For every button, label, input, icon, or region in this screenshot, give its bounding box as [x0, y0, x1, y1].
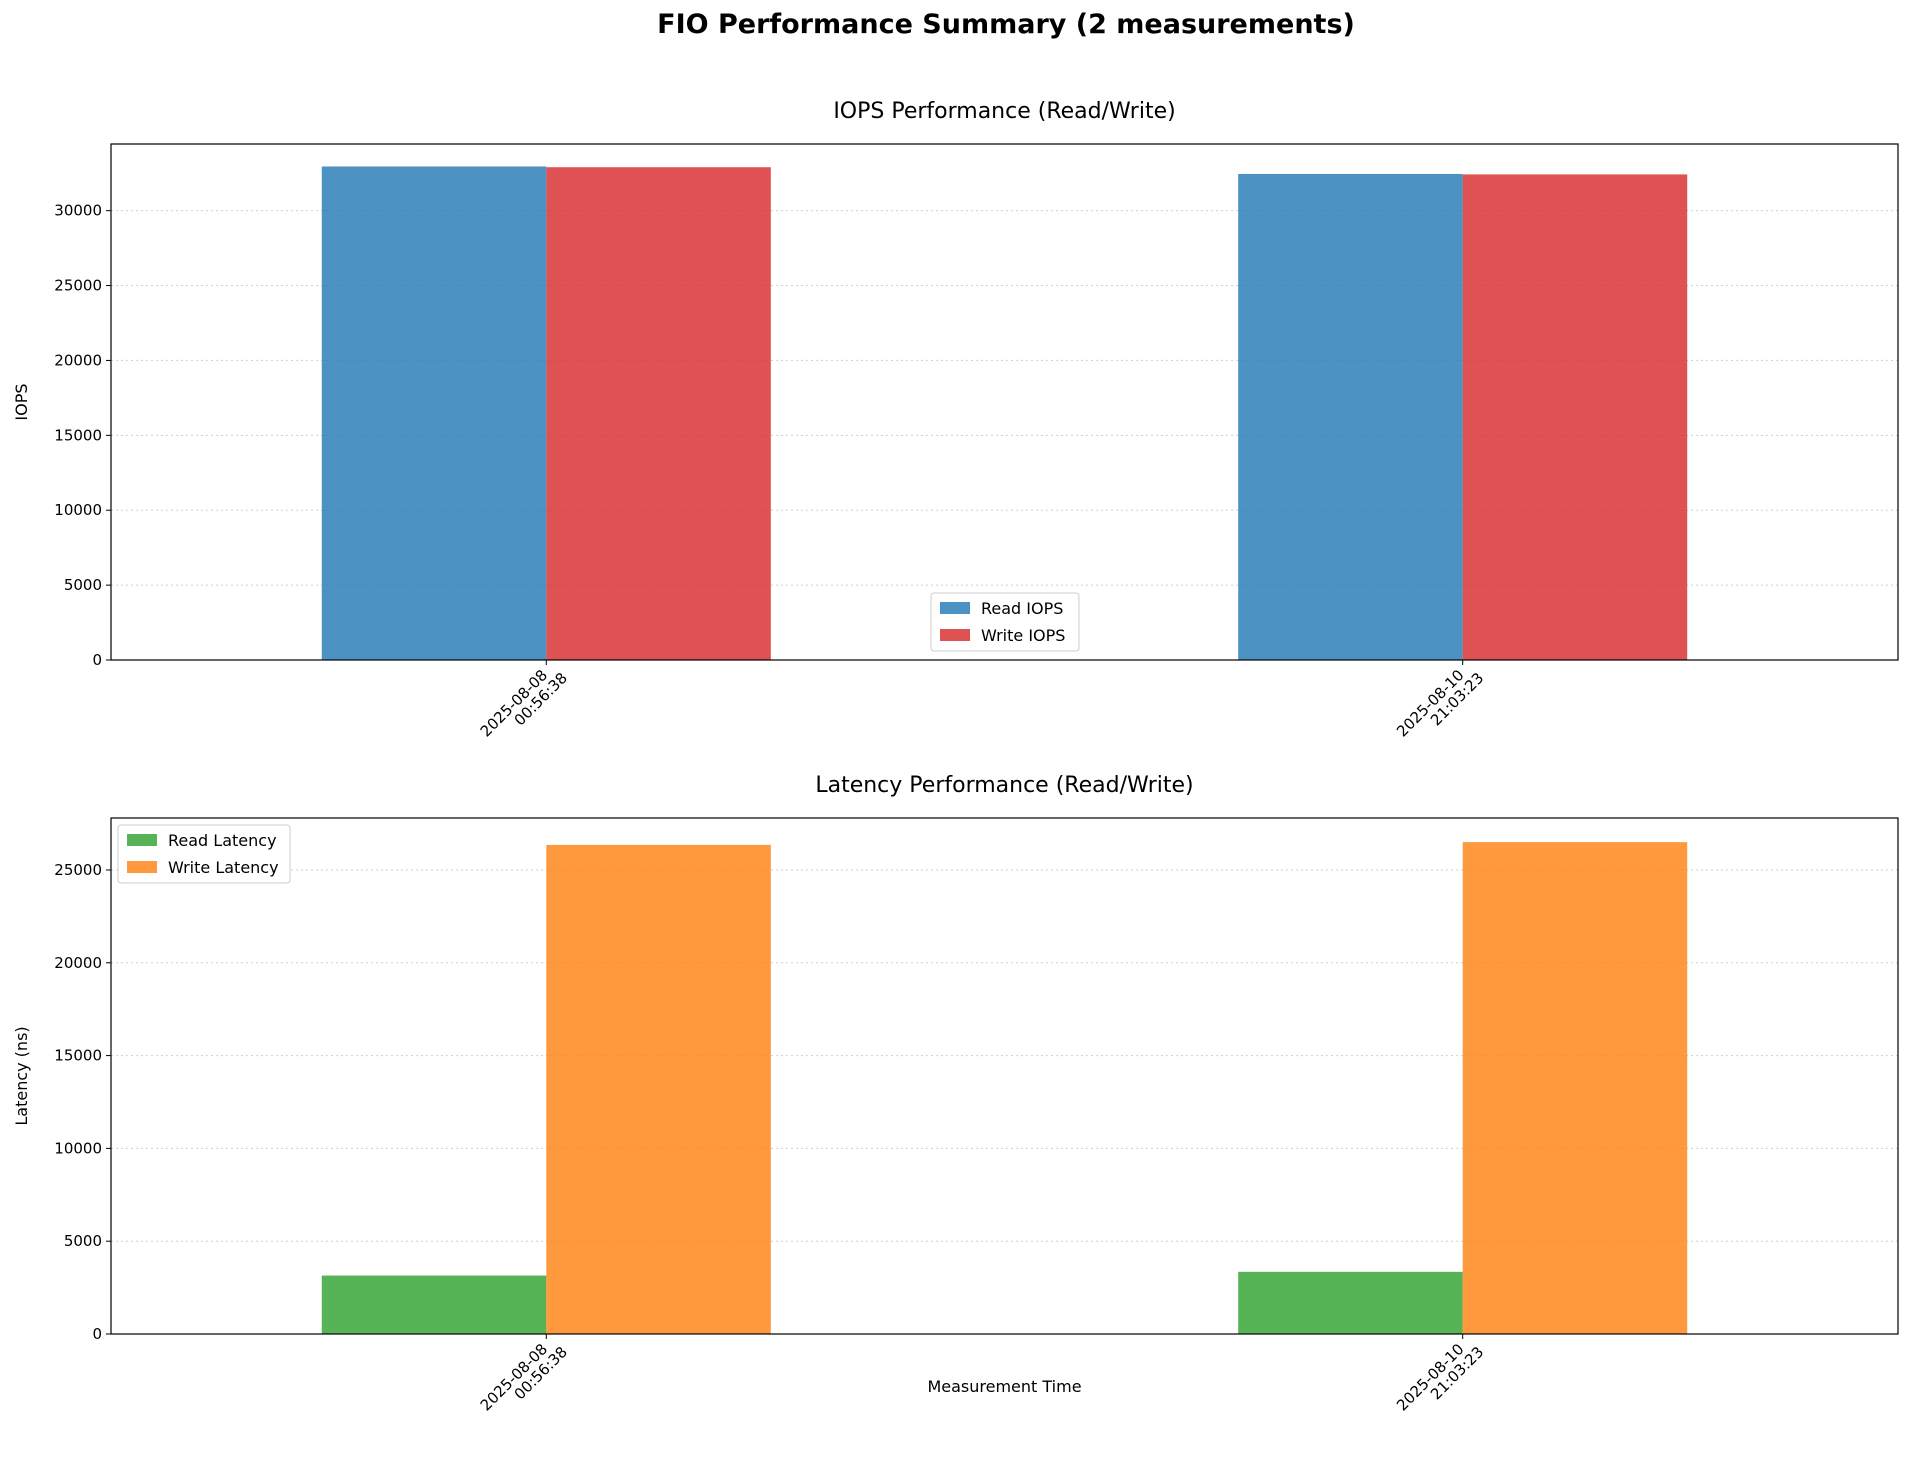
- bar-write-iops: [1462, 174, 1688, 660]
- bar-read-latency: [321, 1275, 547, 1334]
- legend-swatch: [127, 834, 157, 846]
- x-tick-label: 2025-08-0800:56:38: [477, 1332, 571, 1426]
- legend-label: Write Latency: [168, 858, 279, 877]
- y-tick-label: 15000: [54, 1047, 102, 1065]
- legend: Read Latency Write Latency: [117, 824, 291, 884]
- x-axis-label: Measurement Time: [927, 1377, 1081, 1396]
- bar-read-iops: [321, 166, 547, 660]
- y-tick-label: 0: [92, 651, 102, 669]
- x-tick-label: 2025-08-1021:03:23: [1393, 658, 1487, 752]
- legend-label: Write IOPS: [981, 626, 1065, 645]
- y-tick-label: 25000: [54, 277, 102, 295]
- legend-label: Read IOPS: [981, 599, 1063, 618]
- legend-box: [117, 824, 291, 884]
- legend-swatch: [940, 629, 970, 641]
- figure-title: FIO Performance Summary (2 measurements): [657, 9, 1355, 40]
- y-tick-label: 15000: [54, 426, 102, 444]
- bar-read-iops: [1238, 173, 1463, 660]
- y-tick-label: 10000: [54, 501, 102, 519]
- plot-frame: [110, 143, 1899, 661]
- bar-write-iops: [546, 167, 771, 661]
- y-tick-label: 5000: [64, 576, 102, 594]
- y-tick-label: 25000: [54, 861, 102, 879]
- latency-panel: Latency Performance (Read/Write) 0 5000 100…: [12, 773, 1899, 1426]
- legend-swatch: [940, 602, 970, 614]
- y-tick-label: 10000: [54, 1139, 102, 1157]
- legend-swatch: [127, 861, 157, 873]
- y-tick-label: 20000: [54, 351, 102, 369]
- y-axis-label: Latency (ns): [12, 1026, 31, 1125]
- y-tick-label: 5000: [64, 1232, 102, 1250]
- bar-write-latency: [546, 844, 771, 1334]
- y-tick-label: 20000: [54, 954, 102, 972]
- bar-read-latency: [1238, 1271, 1463, 1334]
- legend: Read IOPS Write IOPS: [930, 592, 1080, 652]
- y-tick-label: 30000: [54, 202, 102, 220]
- y-axis-label: IOPS: [12, 383, 31, 420]
- y-tick-label: 0: [92, 1325, 102, 1343]
- panel-title: IOPS Performance (Read/Write): [833, 99, 1175, 124]
- x-tick-label: 2025-08-0800:56:38: [477, 658, 571, 752]
- plot-frame: [110, 817, 1899, 1335]
- iops-panel: IOPS Performance (Read/Write) 0 5000 10000 1…: [12, 99, 1899, 752]
- x-tick-label: 2025-08-1021:03:23: [1393, 1332, 1487, 1426]
- legend-label: Read Latency: [168, 831, 277, 850]
- bar-write-latency: [1462, 842, 1688, 1334]
- panel-title: Latency Performance (Read/Write): [815, 773, 1193, 798]
